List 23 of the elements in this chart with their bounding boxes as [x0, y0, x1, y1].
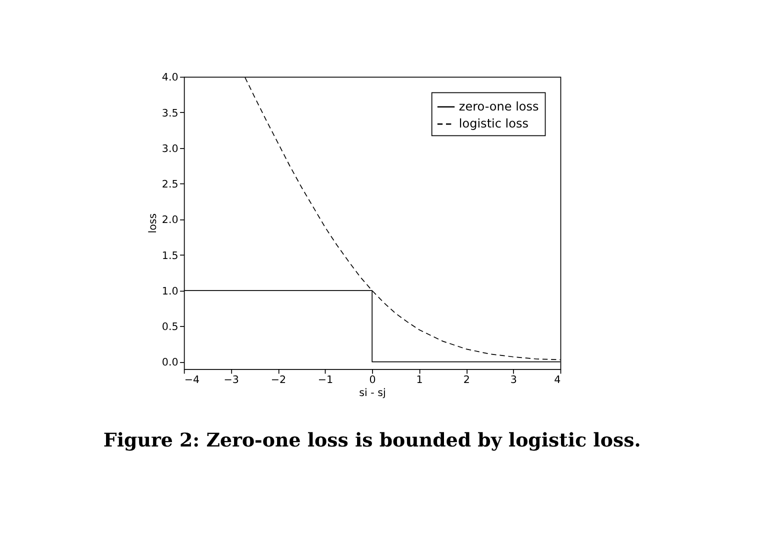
y-tick-label: 2.5 — [162, 178, 178, 191]
y-tick-label: 1.5 — [162, 250, 178, 262]
legend-label: logistic loss — [458, 116, 529, 130]
x-tick-label: 3 — [510, 374, 517, 386]
y-tick-label: 1.0 — [162, 285, 178, 298]
x-axis-title: si - sj — [359, 387, 386, 400]
x-tick-label: 0 — [369, 374, 376, 386]
y-tick-label: 0.0 — [162, 356, 178, 369]
x-tick-label: 2 — [463, 374, 470, 386]
y-axis-title: loss — [146, 213, 159, 234]
x-tick-label: 1 — [416, 374, 423, 386]
x-tick-label: 4 — [554, 374, 561, 386]
y-tick-label: 3.0 — [162, 142, 178, 155]
x-tick-label: −2 — [270, 374, 286, 386]
y-tick-label: 2.0 — [162, 214, 178, 226]
y-tick-label: 0.5 — [162, 321, 178, 334]
x-tick-label: −4 — [184, 374, 200, 386]
y-tick-label: 3.5 — [162, 107, 178, 120]
x-tick-label: −1 — [318, 374, 334, 386]
y-tick-label: 4.0 — [162, 72, 178, 84]
caption: Figure 2: Zero-one loss is bounded by logistic loss. — [103, 429, 641, 452]
x-tick-label: −3 — [224, 374, 239, 386]
legend-label: zero-one loss — [458, 99, 539, 114]
